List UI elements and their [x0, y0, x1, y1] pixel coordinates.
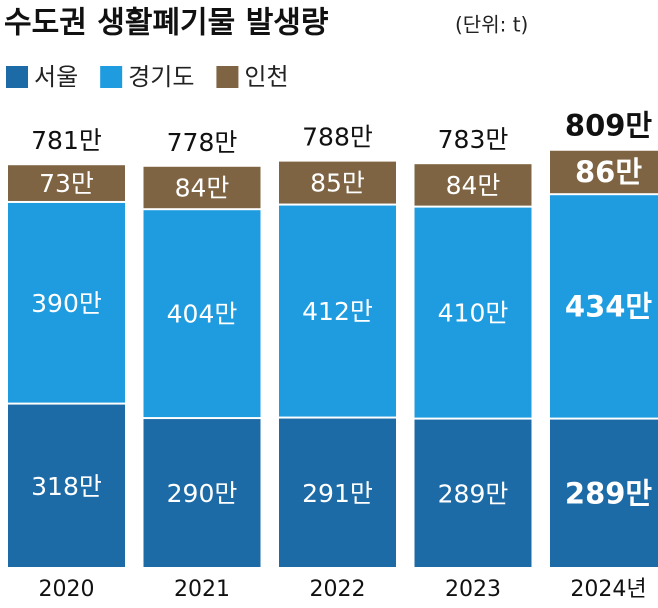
- total-label: 778만: [167, 128, 238, 157]
- bar-segment: [8, 165, 125, 201]
- x-tick-label: 2024년: [570, 577, 646, 602]
- legend-label: 인천: [244, 63, 288, 91]
- bar-segment: [414, 207, 532, 418]
- value-label: 289만: [438, 479, 509, 508]
- bar-segment: [143, 210, 261, 418]
- bar-segment: [414, 419, 532, 567]
- bar-segment: [550, 150, 658, 194]
- value-label: 412만: [302, 297, 373, 326]
- total-label: 783만: [438, 125, 509, 154]
- value-label: 434만: [565, 289, 653, 323]
- bar-segment: [414, 164, 532, 206]
- value-label: 404만: [167, 300, 238, 329]
- value-label: 410만: [438, 299, 509, 328]
- chart-subtitle: (단위: t): [455, 13, 528, 37]
- bar-segment: [279, 161, 396, 204]
- bar-segment: [550, 195, 658, 418]
- value-label: 291만: [302, 479, 373, 508]
- value-label: 289만: [565, 476, 653, 510]
- value-label: 290만: [167, 479, 238, 508]
- value-label: 318만: [31, 472, 102, 501]
- bar-segment: [550, 419, 658, 567]
- x-tick-label: 2023: [445, 577, 501, 602]
- value-label: 85만: [310, 169, 365, 198]
- total-label: 781만: [31, 126, 102, 155]
- bar-segment: [279, 418, 396, 567]
- x-tick-label: 2022: [310, 577, 366, 602]
- legend-swatch: [6, 66, 28, 88]
- bar-segment: [143, 166, 261, 209]
- x-tick-label: 2021: [174, 577, 230, 602]
- value-label: 84만: [446, 171, 501, 200]
- legend-label: 경기도: [128, 63, 194, 91]
- bar-segment: [8, 202, 125, 403]
- bar-segment: [8, 404, 125, 567]
- legend-swatch: [216, 66, 239, 88]
- bar-segment: [279, 205, 396, 417]
- value-label: 84만: [175, 173, 230, 202]
- total-label: 809만: [565, 109, 653, 143]
- total-label: 788만: [302, 123, 373, 152]
- bar-segment: [143, 419, 261, 567]
- legend-label: 서울: [34, 63, 78, 91]
- value-label: 390만: [31, 289, 102, 318]
- value-label: 86만: [575, 155, 642, 189]
- legend-swatch: [100, 66, 123, 88]
- value-label: 73만: [39, 169, 94, 198]
- x-tick-label: 2020: [39, 577, 95, 602]
- chart-title: 수도권 생활폐기물 발생량: [4, 6, 329, 41]
